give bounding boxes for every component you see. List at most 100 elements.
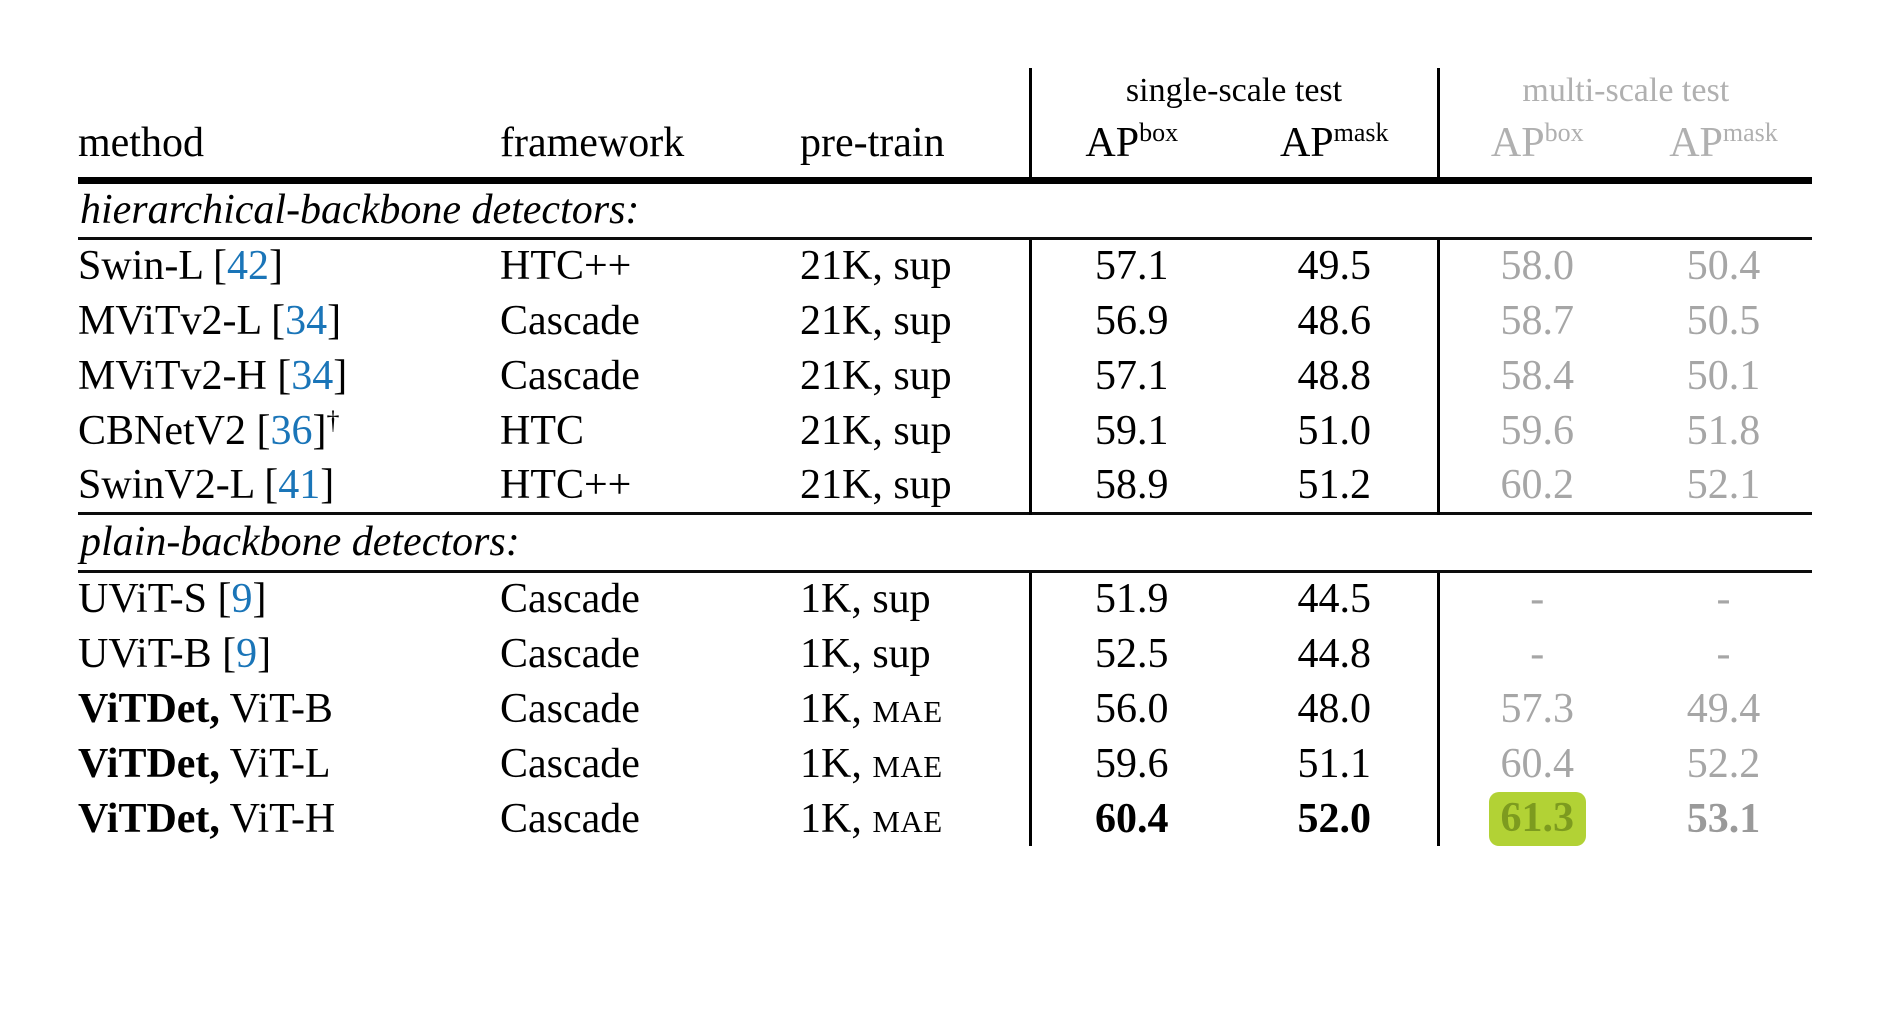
citation-link[interactable]: 41 <box>278 461 321 508</box>
ms-ap-box-cell: - <box>1436 626 1636 681</box>
ap-mask-cell: 48.0 <box>1232 681 1438 736</box>
method-name: UViT-B <box>78 630 223 677</box>
citation-bracket: ] <box>312 407 327 454</box>
ms-ap-box-value: 60.2 <box>1500 461 1575 508</box>
ap-box-cell: 51.9 <box>1028 571 1232 626</box>
framework-cell: Cascade <box>500 630 640 677</box>
citation-bracket: ] <box>257 630 272 677</box>
ap-mask-cell: 51.0 <box>1232 403 1438 458</box>
ms-ap-box-cell: 60.4 <box>1436 736 1636 791</box>
ms-ap-mask-value: - <box>1716 630 1731 677</box>
ap-box-value: 57.1 <box>1095 243 1169 290</box>
pretrain-cell: 21K, sup <box>800 348 1030 403</box>
method-cell: UViT-S [9] <box>78 571 500 626</box>
ap-box-value: 56.9 <box>1095 297 1169 344</box>
box-superscript: box <box>1139 117 1179 147</box>
ap-mask-cell: 51.2 <box>1232 458 1438 513</box>
ms-ap-box-cell: 57.3 <box>1436 681 1636 736</box>
citation-link[interactable]: 42 <box>226 243 269 290</box>
table-row: ViTDet, ViT-H Cascade 1K, MAE 60.4 52.0 … <box>78 791 1812 846</box>
table-row: MViTv2-L [34] Cascade 21K, sup 56.9 48.6… <box>78 293 1812 348</box>
pretrain-cell: 1K, sup <box>800 626 1030 681</box>
framework-cell: Cascade <box>500 297 640 344</box>
ap-mask-value: 51.0 <box>1297 407 1372 454</box>
ms-ap-box-cell: 58.0 <box>1436 238 1636 293</box>
citation-link[interactable]: 34 <box>291 352 334 399</box>
method-name: SwinV2-L <box>78 461 265 508</box>
method-name: ViT-L <box>219 740 331 787</box>
pretrain-text: 21K, sup <box>800 297 952 344</box>
method-cell: UViT-B [9] <box>78 626 500 681</box>
ap-box-cell: 59.1 <box>1028 403 1232 458</box>
ms-ap-mask-cell: 52.2 <box>1635 736 1812 791</box>
citation-link[interactable]: 34 <box>285 297 328 344</box>
method-cell: MViTv2-H [34] <box>78 348 500 403</box>
framework-cell: Cascade <box>500 795 640 842</box>
ap-box-cell: 60.4 <box>1028 791 1232 846</box>
dagger-mark: † <box>326 405 340 435</box>
citation-bracket: ] <box>320 461 335 508</box>
ms-ap-mask-cell: 52.1 <box>1635 458 1812 513</box>
citation: [41] <box>264 462 334 508</box>
ap-mask-value: 51.1 <box>1297 740 1372 787</box>
ms-ap-mask-value: 53.1 <box>1686 795 1761 842</box>
ms-ap-mask-cell: 53.1 <box>1635 791 1812 846</box>
pretrain-text: 21K, sup <box>800 407 952 454</box>
ms-ap-box-cell: 59.6 <box>1436 403 1636 458</box>
citation-bracket: [ <box>256 407 271 454</box>
citation-link[interactable]: 9 <box>236 630 258 677</box>
ms-ap-box-cell: 61.3 <box>1436 791 1636 846</box>
ms-ap-mask-value: 50.1 <box>1686 352 1761 399</box>
ms-ap-mask-cell: 50.1 <box>1635 348 1812 403</box>
pretrain-cell: 21K, sup <box>800 293 1030 348</box>
ap-box-value: 59.6 <box>1095 740 1169 787</box>
citation-bracket: [ <box>222 630 237 677</box>
table-row: MViTv2-H [34] Cascade 21K, sup 57.1 48.8… <box>78 348 1812 403</box>
pretrain-smallcaps: MAE <box>872 803 943 839</box>
ap-box-value: 51.9 <box>1095 576 1169 623</box>
method-name: ViT-B <box>219 685 333 732</box>
citation-bracket: [ <box>212 243 227 290</box>
method-name: ViT-H <box>219 795 336 842</box>
ms-ap-box-cell: 60.2 <box>1436 458 1636 513</box>
framework-cell: Cascade <box>500 576 640 623</box>
ms-ap-mask-cell: 50.4 <box>1635 238 1812 293</box>
pretrain-text: 1K, sup <box>800 576 931 623</box>
ap-label: AP <box>1669 119 1723 166</box>
box-superscript: box <box>1544 117 1584 147</box>
ap-mask-value: 44.5 <box>1297 576 1372 623</box>
ap-mask-cell: 44.5 <box>1232 571 1438 626</box>
citation-link[interactable]: 9 <box>231 576 253 623</box>
pretrain-text: 1K, <box>800 795 873 842</box>
framework-column-header: framework <box>500 114 800 184</box>
ms-ap-box-value: - <box>1530 576 1545 623</box>
citation: [34] <box>271 298 341 344</box>
ap-mask-cell: 52.0 <box>1232 791 1438 846</box>
citation: [42] <box>213 243 283 289</box>
ap-box-value: 57.1 <box>1095 352 1169 399</box>
method-column-header: method <box>78 114 500 184</box>
pretrain-text: 21K, sup <box>800 352 952 399</box>
citation: [9] <box>217 576 266 622</box>
ms-ap-box-value: 58.4 <box>1500 352 1575 399</box>
pretrain-text: 1K, <box>800 685 873 732</box>
ap-mask-value: 48.6 <box>1297 297 1372 344</box>
ap-box-value: 56.0 <box>1095 685 1169 732</box>
method-cell: ViTDet, ViT-H <box>78 791 500 846</box>
ms-ap-mask-cell: - <box>1635 626 1812 681</box>
ap-box-cell: 59.6 <box>1028 736 1232 791</box>
method-cell: ViTDet, ViT-B <box>78 681 500 736</box>
ap-mask-column-header: APmask <box>1232 114 1439 184</box>
ms-ap-box-value: 57.3 <box>1500 685 1575 732</box>
ms-ap-box-value: 61.3 <box>1488 791 1587 846</box>
ap-label: AP <box>1279 119 1334 166</box>
citation-link[interactable]: 36 <box>270 407 313 454</box>
method-name-bold: ViTDet, <box>78 740 220 787</box>
ap-box-cell: 56.9 <box>1028 293 1232 348</box>
test-mode-header-row: single-scale test multi-scale test <box>78 68 1813 114</box>
ms-ap-box-value: - <box>1530 630 1545 677</box>
ms-ap-mask-column-header: APmask <box>1635 114 1813 184</box>
section-label: hierarchical-backbone detectors: <box>78 178 1813 240</box>
method-name-bold: ViTDet, <box>78 685 220 732</box>
pretrain-text: 1K, <box>800 740 873 787</box>
